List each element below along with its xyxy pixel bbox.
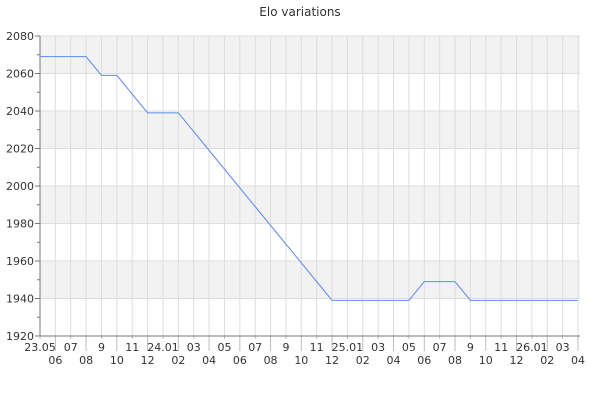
- x-tick-label: 06: [48, 354, 62, 367]
- x-tick-label: 05: [402, 341, 416, 354]
- x-tick-label: 08: [448, 354, 462, 367]
- chart-title: Elo variations: [259, 5, 340, 19]
- x-tick-label: 04: [387, 354, 401, 367]
- x-tick-label: 07: [248, 341, 262, 354]
- x-tick-label: 10: [110, 354, 124, 367]
- x-tick-label: 08: [264, 354, 278, 367]
- x-tick-label: 9: [282, 341, 289, 354]
- y-tick-label: 1960: [6, 255, 34, 268]
- grid-band: [40, 111, 580, 149]
- y-tick-label: 1940: [6, 293, 34, 306]
- x-tick-label: 03: [187, 341, 201, 354]
- grid-band: [40, 186, 580, 224]
- x-tick-label: 02: [356, 354, 370, 367]
- grid-band: [40, 261, 580, 299]
- x-tick-label: 06: [233, 354, 247, 367]
- x-tick-label: 04: [571, 354, 585, 367]
- grid-band: [40, 36, 580, 74]
- x-tick-label: 02: [171, 354, 185, 367]
- x-tick-label: 25.01: [332, 341, 364, 354]
- x-tick-label: 04: [202, 354, 216, 367]
- y-tick-label: 2020: [6, 143, 34, 156]
- y-tick-label: 2040: [6, 105, 34, 118]
- x-tick-label: 08: [79, 354, 93, 367]
- x-tick-label: 06: [417, 354, 431, 367]
- x-tick-label: 10: [294, 354, 308, 367]
- x-tick-label: 03: [371, 341, 385, 354]
- y-tick-label: 2080: [6, 30, 34, 43]
- x-tick-label: 11: [310, 341, 324, 354]
- x-tick-label: 26.01: [516, 341, 548, 354]
- x-tick-label: 12: [325, 354, 339, 367]
- y-tick-label: 2000: [6, 180, 34, 193]
- x-tick-label: 10: [479, 354, 493, 367]
- y-tick-label: 1920: [6, 330, 34, 343]
- x-tick-label: 9: [467, 341, 474, 354]
- x-tick-label: 12: [510, 354, 524, 367]
- elo-line: [40, 56, 578, 301]
- x-tick-label: 9: [98, 341, 105, 354]
- y-tick-label: 2060: [6, 68, 34, 81]
- x-tick-label: 03: [556, 341, 570, 354]
- x-tick-label: 11: [125, 341, 139, 354]
- x-tick-label: 07: [433, 341, 447, 354]
- x-tick-label: 11: [494, 341, 508, 354]
- x-tick-label: 02: [540, 354, 554, 367]
- x-tick-label: 23.05: [24, 341, 56, 354]
- x-tick-label: 05: [217, 341, 231, 354]
- x-tick-label: 07: [64, 341, 78, 354]
- x-tick-label: 24.01: [147, 341, 179, 354]
- y-tick-label: 1980: [6, 218, 34, 231]
- x-tick-label: 12: [141, 354, 155, 367]
